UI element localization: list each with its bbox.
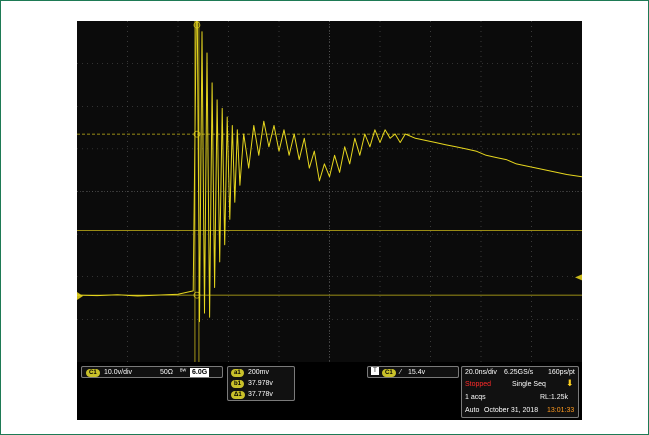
acquisition-box[interactable]: 20.0ns/div 6.25GS/s 160ps/pt Stopped Sin… xyxy=(461,366,579,418)
cursor-b-value: 37.978v xyxy=(248,380,273,387)
record-length: RL:1.25k xyxy=(540,394,569,401)
input-impedance: 50Ω xyxy=(160,369,174,376)
acquisition-count: 1 acqs xyxy=(465,394,486,401)
trigger-mode: Auto xyxy=(465,407,480,414)
cursor-b-badge: b1 xyxy=(231,380,245,388)
clock-time: 13:01:33 xyxy=(547,407,575,414)
cursor-readout-box[interactable]: a1 200mv b1 37.978v Δ1 37.778v xyxy=(227,366,295,401)
trigger-level: 15.4v xyxy=(408,369,426,376)
acquisition-state: Stopped xyxy=(465,381,492,388)
vertical-scale: 10.0v/div xyxy=(104,369,133,376)
ground-reference-marker xyxy=(77,292,83,300)
trigger-source-badge: C1 xyxy=(382,369,396,377)
rising-edge-icon: ⁄ xyxy=(400,369,402,376)
acquisition-mode: Single Seq xyxy=(512,381,546,388)
trigger-box[interactable]: T C1 ⁄ 15.4v xyxy=(367,366,459,378)
cursor-a-badge: a1 xyxy=(231,369,244,377)
cursor-delta-badge: Δ1 xyxy=(231,391,245,399)
trigger-icon: T xyxy=(371,367,379,375)
waveform-trace xyxy=(77,21,582,323)
waveform-graticule xyxy=(77,21,582,362)
cursor-b-marker xyxy=(193,130,201,138)
timebase: 20.0ns/div xyxy=(465,369,497,376)
bandwidth-value: 6.0G xyxy=(190,368,210,377)
sample-rate: 6.25GS/s xyxy=(504,369,534,376)
status-bar: C1 10.0v/div 50Ω ᴮᵂ 6.0G a1 200mv b1 37.… xyxy=(77,362,582,420)
cursor-delta-value: 37.778v xyxy=(248,391,273,398)
run-stop-indicator-icon: ⬇ xyxy=(566,378,574,388)
channel-scale-box[interactable]: C1 10.0v/div 50Ω ᴮᵂ 6.0G xyxy=(81,366,223,378)
cursor-a-value: 200mv xyxy=(248,369,270,376)
date: October 31, 2018 xyxy=(484,407,539,414)
bw-limit-icon: ᴮᵂ xyxy=(180,369,187,375)
oscilloscope-display: C1 10.0v/div 50Ω ᴮᵂ 6.0G a1 200mv b1 37.… xyxy=(77,21,582,420)
time-resolution: 160ps/pt xyxy=(548,369,575,376)
channel-1-badge: C1 xyxy=(86,369,100,377)
waveform-screen[interactable] xyxy=(77,21,582,362)
trigger-level-marker xyxy=(575,274,582,281)
